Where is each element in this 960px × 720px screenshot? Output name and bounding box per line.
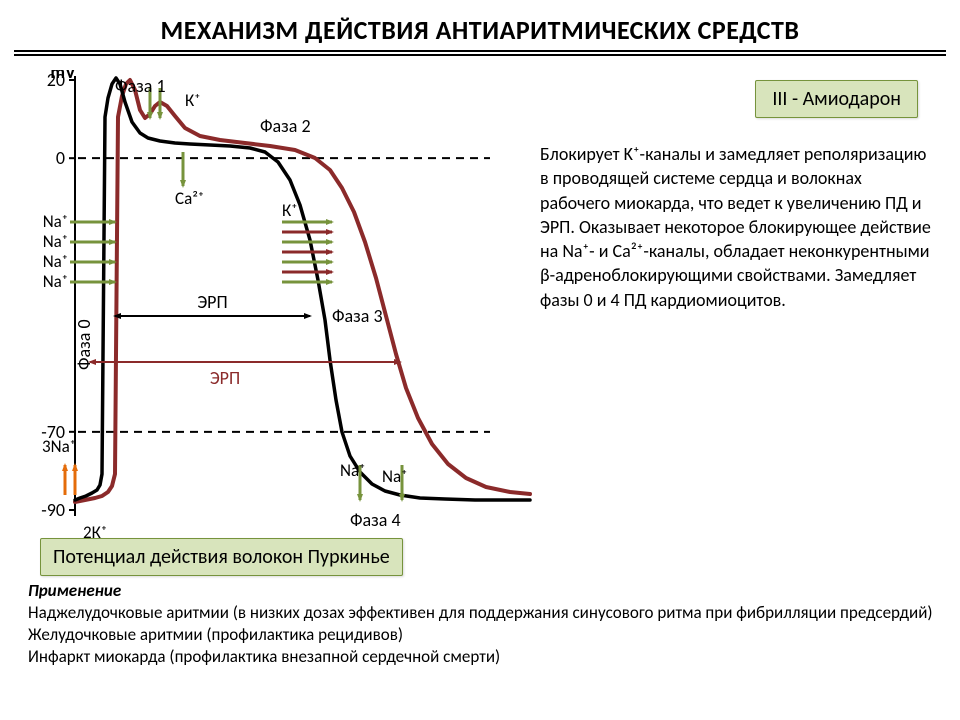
usage-text: Применение Наджелудочковые аритмии (в ни…	[28, 580, 934, 668]
svg-text:К⁺: К⁺	[282, 200, 297, 221]
svg-text:Na⁺: Na⁺	[43, 211, 68, 232]
usage-line-1: Наджелудочковые аритмии (в низких дозах …	[28, 602, 934, 624]
svg-text:ЭРП: ЭРП	[210, 367, 240, 389]
svg-text:mV: mV	[50, 70, 76, 83]
svg-text:0: 0	[56, 147, 65, 169]
svg-text:Фаза 0: Фаза 0	[73, 319, 95, 370]
legend-label: Потенциал действия волокон Пуркинье	[53, 545, 390, 569]
svg-text:Фаза 4: Фаза 4	[350, 509, 401, 531]
svg-text:ЭРП: ЭРП	[197, 291, 227, 313]
svg-text:Фаза 3: Фаза 3	[332, 305, 383, 327]
page-title: МЕХАНИЗМ ДЕЙСТВИЯ АНТИАРИТМИЧЕСКИХ СРЕДС…	[0, 14, 960, 46]
svg-text:Na⁺: Na⁺	[340, 460, 365, 481]
svg-text:Na⁺: Na⁺	[43, 251, 68, 272]
svg-text:-90: -90	[41, 499, 65, 521]
svg-text:3Na⁺: 3Na⁺	[42, 436, 76, 457]
svg-text:Фаза 1: Фаза 1	[115, 75, 166, 97]
action-potential-chart: 200-70-90mVNa⁺Na⁺Na⁺Na⁺К⁺Ca²⁺К⁺3Na⁺2К⁺Na…	[20, 70, 540, 540]
svg-text:Фаза 2: Фаза 2	[260, 115, 311, 137]
svg-text:К⁺: К⁺	[185, 90, 200, 111]
usage-line-3: Инфаркт миокарда (профилактика внезапной…	[28, 646, 934, 668]
svg-text:Na⁺: Na⁺	[382, 466, 407, 487]
chart-legend: Потенциал действия волокон Пуркинье	[40, 538, 403, 576]
svg-text:Na⁺: Na⁺	[43, 271, 68, 292]
drug-class-badge: III - Амиодарон	[755, 80, 918, 118]
usage-line-2: Желудочковые аритмии (профилактика рецид…	[28, 624, 934, 646]
chart-svg: 200-70-90mVNa⁺Na⁺Na⁺Na⁺К⁺Ca²⁺К⁺3Na⁺2К⁺Na…	[20, 70, 540, 540]
svg-text:Na⁺: Na⁺	[43, 231, 68, 252]
usage-header: Применение	[28, 580, 934, 602]
svg-text:Ca²⁺: Ca²⁺	[175, 188, 204, 209]
title-underline	[14, 50, 946, 56]
page: МЕХАНИЗМ ДЕЙСТВИЯ АНТИАРИТМИЧЕСКИХ СРЕДС…	[0, 0, 960, 720]
mechanism-text: Блокирует K⁺-каналы и замедляет реполяри…	[540, 142, 934, 312]
drug-class-label: III - Амиодарон	[772, 87, 901, 111]
